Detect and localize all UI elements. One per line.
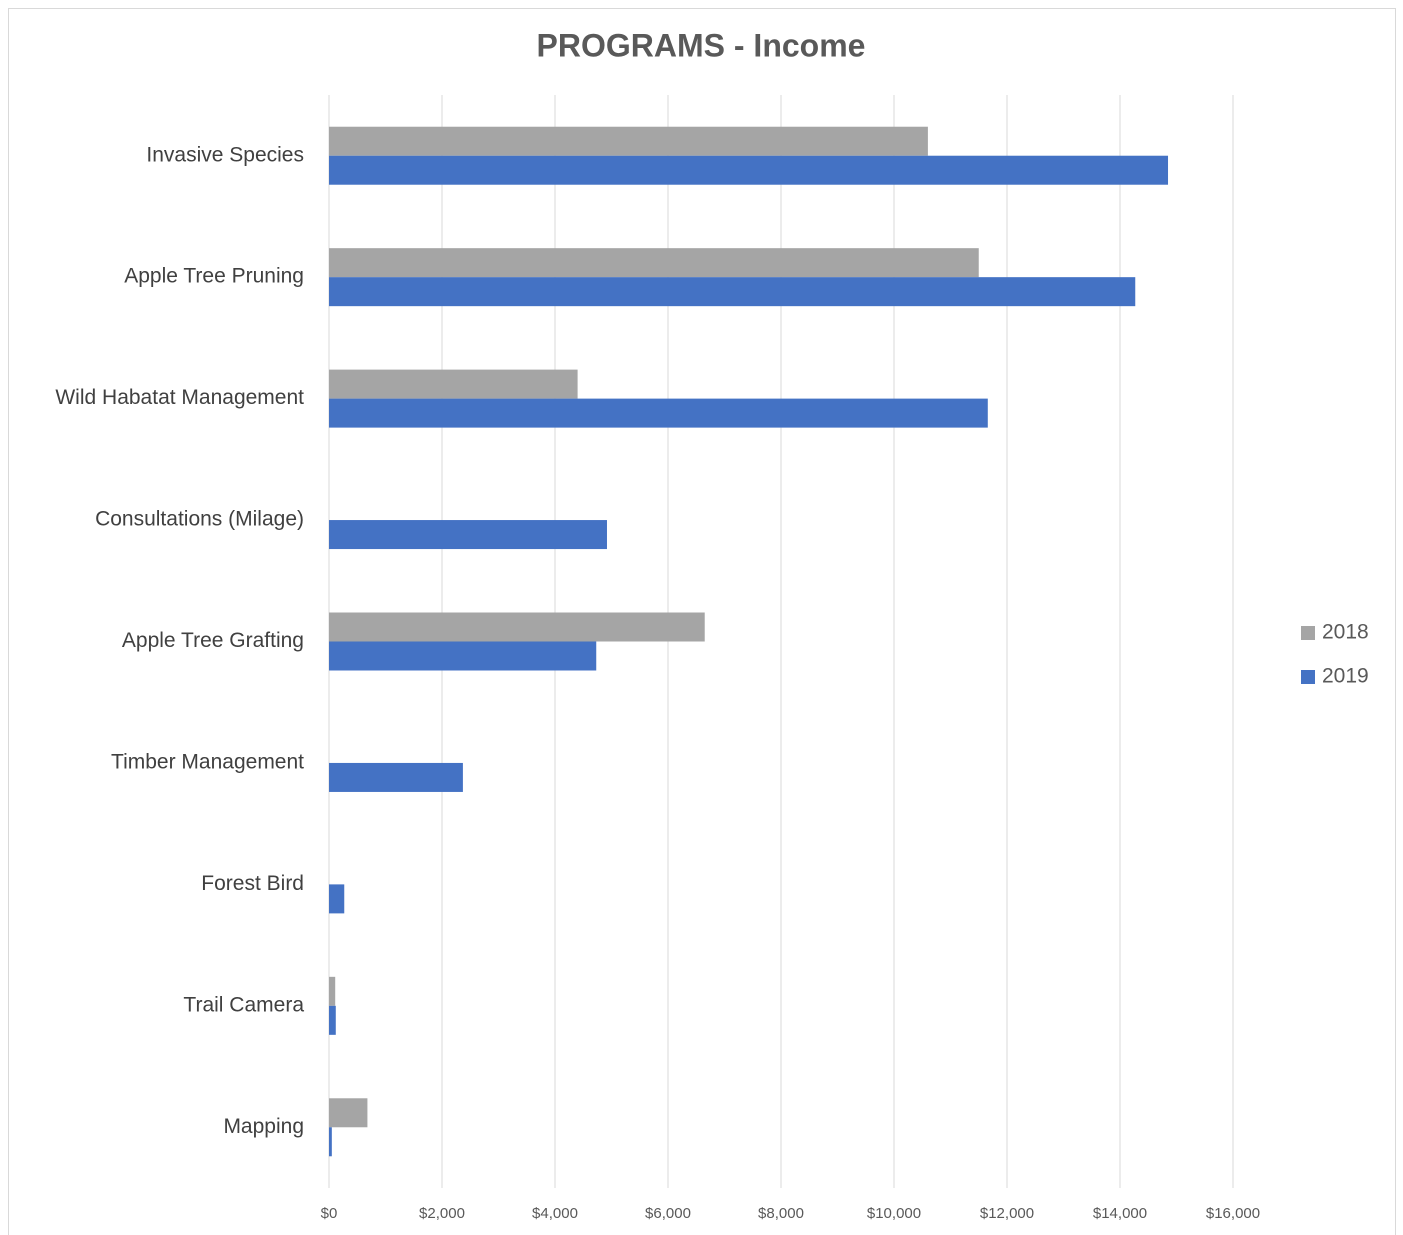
bar [329, 976, 336, 1006]
legend-marker [1301, 670, 1315, 684]
x-tick-label: $14,000 [1093, 1205, 1147, 1222]
bar [329, 612, 705, 642]
x-tick-label: $0 [321, 1205, 338, 1222]
legend-label: 2019 [1322, 665, 1369, 688]
bar [329, 762, 463, 792]
bar [329, 277, 1136, 307]
y-tick-label: Forest Bird [201, 872, 304, 895]
bar [329, 369, 578, 399]
legend-label: 2018 [1322, 621, 1369, 644]
y-tick-label: Invasive Species [146, 143, 304, 166]
x-tick-label: $2,000 [419, 1205, 465, 1222]
y-tick-label: Wild Habatat Management [55, 386, 304, 409]
y-tick-label: Mapping [223, 1115, 304, 1138]
bar [329, 641, 597, 671]
y-tick-label: Apple Tree Grafting [122, 629, 304, 652]
bar [329, 1098, 368, 1128]
bar [329, 155, 1169, 185]
x-tick-label: $6,000 [645, 1205, 691, 1222]
y-tick-label: Trail Camera [183, 993, 304, 1016]
x-tick-label: $8,000 [758, 1205, 804, 1222]
x-tick-label: $16,000 [1206, 1205, 1260, 1222]
y-tick-label: Consultations (Milage) [95, 508, 304, 531]
bar [329, 248, 979, 278]
x-tick-label: $10,000 [867, 1205, 921, 1222]
chart-title: PROGRAMS - Income [537, 27, 866, 63]
y-tick-label: Timber Management [111, 750, 304, 773]
bar [329, 1005, 336, 1035]
bar [329, 520, 607, 550]
bar [329, 1127, 332, 1157]
y-tick-label: Apple Tree Pruning [124, 265, 304, 288]
x-tick-label: $12,000 [980, 1205, 1034, 1222]
bar [329, 126, 928, 156]
x-tick-label: $4,000 [532, 1205, 578, 1222]
bar [329, 398, 988, 428]
legend-marker [1301, 626, 1315, 640]
bar [329, 884, 345, 914]
